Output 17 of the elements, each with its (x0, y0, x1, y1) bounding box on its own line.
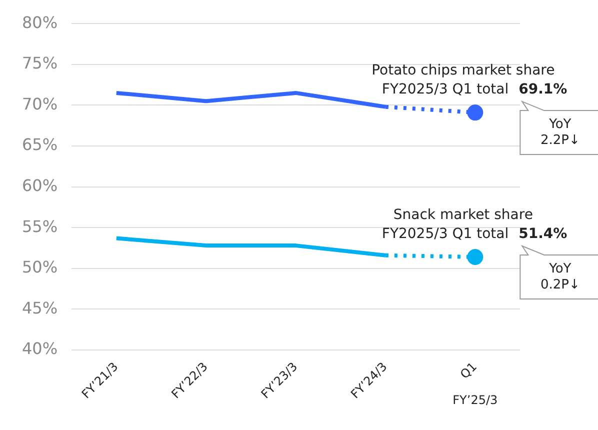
annotation: FY2025/3 Q1 total 69.1% (382, 82, 568, 98)
y-tick-label: 70% (22, 94, 58, 114)
y-tick-label: 65% (22, 135, 58, 154)
x-tick-label: Q1 (458, 360, 480, 382)
text: YoY 0.2P↓ (540, 261, 580, 292)
y-tick-label: 50% (22, 258, 58, 277)
y-tick-label: 45% (22, 298, 58, 318)
text: FY’25/3 (452, 393, 498, 408)
y-tick-label: 55% (22, 216, 58, 236)
y-tick-label: 80% (22, 12, 58, 32)
y-tick-label: 75% (22, 54, 58, 73)
y-tick-label: 60% (22, 176, 58, 195)
annotation: FY2025/3 Q1 total 51.4% (382, 226, 568, 242)
series-label: Potato chips market share (372, 62, 555, 79)
y-tick-label: 40% (22, 339, 58, 358)
text: YoY 2.2P↓ (540, 116, 580, 148)
text: Snack market share (393, 206, 533, 223)
